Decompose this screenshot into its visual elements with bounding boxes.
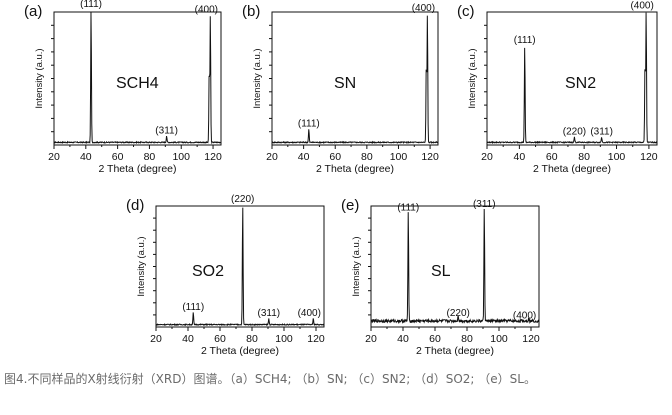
xrd-trace: [53, 12, 222, 145]
y-axis-label: Intensity (a.u.): [136, 236, 147, 296]
xrd-trace: [370, 209, 540, 325]
panel-label: (a): [24, 3, 42, 20]
peak-label: (400): [513, 310, 536, 321]
x-tick-label: 40: [298, 151, 310, 163]
x-tick-label: 80: [144, 151, 156, 163]
peak-label: (111): [182, 302, 204, 313]
x-axis-label: 2 Theta (degree): [316, 163, 394, 175]
x-tick-label: 120: [640, 151, 658, 163]
x-tick-label: 20: [48, 151, 60, 163]
peak-label: (311): [257, 308, 280, 319]
peak-label: (111): [80, 0, 102, 10]
x-tick-label: 60: [112, 151, 124, 163]
x-tick-label: 80: [461, 333, 473, 345]
x-tick-label: 80: [578, 151, 590, 163]
x-tick-label: 120: [307, 333, 325, 345]
xrd-trace: [271, 15, 439, 145]
peak-label: (220): [563, 127, 586, 138]
panel-sl: 20 40 60 80 100 120 2 Theta (degree) Intensity …: [341, 197, 540, 357]
panel-label: (b): [242, 3, 260, 20]
peak-label: (220): [447, 308, 470, 319]
x-tick-label: 60: [329, 151, 341, 163]
x-tick-label: 60: [546, 151, 558, 163]
sample-title: SL: [431, 263, 451, 280]
x-tick-label: 120: [421, 151, 439, 163]
peak-label: (220): [231, 194, 254, 205]
x-tick-label: 20: [365, 333, 377, 345]
panel-label: (c): [457, 3, 475, 20]
x-tick-label: 40: [80, 151, 92, 163]
y-axis-label: Intensity (a.u.): [252, 48, 263, 108]
x-tick-label: 120: [204, 151, 222, 163]
panel-sn2: 20 40 60 80 100 120 2 Theta (degree) Intensity …: [457, 0, 658, 175]
figure-caption: 图4.不同样品的X射线衍射（XRD）图谱。（a）SCH4; （b）SN; （c）…: [4, 372, 536, 386]
y-axis-label: Intensity (a.u.): [467, 48, 478, 108]
xrd-trace: [486, 12, 658, 145]
peak-label: (400): [630, 0, 653, 11]
peak-label: (311): [155, 125, 178, 136]
x-tick-label: 100: [172, 151, 190, 163]
x-tick-label: 20: [150, 333, 162, 345]
x-axis-label: 2 Theta (degree): [98, 163, 176, 175]
y-axis-label: Intensity (a.u.): [351, 236, 362, 296]
sample-title: SCH4: [116, 75, 159, 92]
x-tick-label: 20: [481, 151, 493, 163]
sample-title: SN2: [565, 75, 596, 92]
peak-label: (111): [397, 203, 419, 214]
x-tick-label: 40: [514, 151, 526, 163]
x-axis-label: 2 Theta (degree): [533, 163, 611, 175]
x-tick-label: 60: [214, 333, 226, 345]
xrd-figure: 20 40 60 80 100 120 2 Theta (degree) Intensity …: [24, 0, 658, 357]
peak-label: (111): [514, 35, 536, 46]
x-tick-label: 100: [490, 333, 508, 345]
panel-label: (d): [126, 197, 144, 214]
peak-label: (400): [195, 4, 218, 15]
x-tick-label: 40: [182, 333, 194, 345]
peak-label: (400): [412, 3, 435, 14]
x-tick-label: 80: [361, 151, 373, 163]
x-tick-label: 100: [608, 151, 626, 163]
panel-sch4: 20 40 60 80 100 120 2 Theta (degree) Intensity …: [24, 0, 222, 175]
sample-title: SN: [334, 75, 356, 92]
x-tick-label: 100: [275, 333, 293, 345]
peak-label: (111): [298, 119, 320, 130]
panel-label: (e): [341, 197, 359, 214]
x-tick-label: 20: [266, 151, 278, 163]
x-tick-label: 120: [522, 333, 540, 345]
x-tick-label: 40: [397, 333, 409, 345]
xrd-trace: [155, 207, 325, 327]
x-axis-label: 2 Theta (degree): [201, 345, 279, 357]
y-axis-label: Intensity (a.u.): [34, 48, 45, 108]
panel-sn: 20 40 60 80 100 120 2 Theta (degree) Intensity …: [242, 3, 439, 175]
x-tick-label: 60: [429, 333, 441, 345]
x-axis-label: 2 Theta (degree): [416, 345, 494, 357]
x-tick-label: 80: [246, 333, 258, 345]
peak-label: (400): [298, 308, 321, 319]
peak-label: (311): [473, 199, 496, 210]
peak-label: (311): [590, 127, 613, 138]
x-tick-label: 100: [390, 151, 408, 163]
sample-title: SO2: [192, 263, 224, 280]
panel-so2: 20 40 60 80 100 120 2 Theta (degree) Intensity …: [126, 194, 325, 357]
